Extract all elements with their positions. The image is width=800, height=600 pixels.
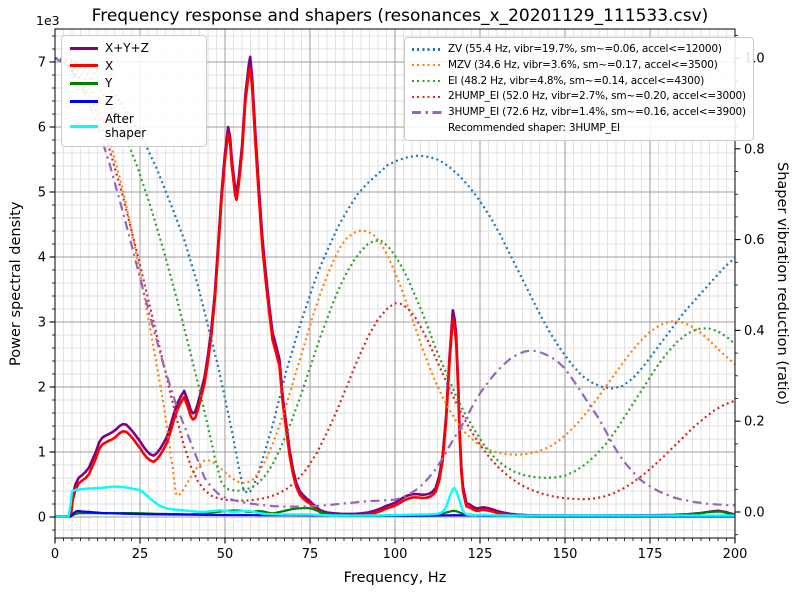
legend-line-sample [412,111,442,114]
shaper-legend: ZV (55.4 Hz, vibr=19.7%, sm~=0.06, accel… [404,37,754,141]
y-right-tick-label: 0.4 [744,324,765,339]
legend-item: Recommended shaper: 3HUMP_EI [412,122,746,135]
y-right-tick-label: 0.0 [744,506,765,521]
legend-label: X+Y+Z [105,41,149,55]
x-tick-label: 50 [217,547,234,562]
legend-item: X [70,59,198,74]
legend-item: EI (48.2 Hz, vibr=4.8%, sm~=0.14, accel<… [412,75,746,88]
legend-line-sample [70,124,98,128]
psd-legend: X+Y+Z X Y Z After shaper [61,35,207,147]
curve-2HUMP-EI [55,57,735,502]
x-tick-label: 175 [638,547,663,562]
y-right-tick-label: 0.8 [744,142,765,157]
y-left-tick-label: 7 [38,56,46,71]
y-left-tick-label: 2 [38,381,46,396]
curve-3HUMP-EI [55,57,735,508]
legend-item: 3HUMP_EI (72.6 Hz, vibr=1.4%, sm~=0.16, … [412,106,746,119]
x-tick-label: 200 [723,547,748,562]
legend-line-sample [70,46,98,50]
legend-line-sample [412,95,442,98]
y-left-tick-label: 3 [38,316,46,331]
legend-line-sample [70,64,98,68]
legend-label: MZV (34.6 Hz, vibr=3.6%, sm~=0.17, accel… [448,58,718,71]
y-axis-label-left: Power spectral density [8,201,24,366]
y-left-tick-label: 1 [38,446,46,461]
curve-After-shaper [55,485,735,518]
legend-line-sample [412,64,442,67]
legend-line-sample [70,82,98,86]
y-right-tick-label: 0.6 [744,233,765,248]
curve-EI [55,56,735,492]
legend-line-sample [412,79,442,83]
legend-label: Recommended shaper: 3HUMP_EI [448,121,620,134]
x-axis-label: Frequency, Hz [343,570,447,586]
legend-label: EI (48.2 Hz, vibr=4.8%, sm~=0.14, accel<… [448,74,705,87]
y-right-tick-label: 0.2 [744,415,765,430]
legend-item: After shaper [70,112,198,141]
legend-label: Y [105,76,113,91]
x-tick-label: 0 [51,547,59,562]
x-tick-label: 100 [383,547,408,562]
curves [55,55,735,518]
x-tick-label: 75 [302,547,319,562]
legend-item: MZV (34.6 Hz, vibr=3.6%, sm~=0.17, accel… [412,59,746,72]
curve-ZV [55,56,735,494]
legend-label: After shaper [105,111,147,141]
axis-ticks [49,34,741,544]
legend-item: Y [70,76,198,91]
y-left-tick-label: 0 [38,511,46,526]
legend-label: ZV (55.4 Hz, vibr=19.7%, sm~=0.06, accel… [448,43,722,55]
legend-line-sample [70,99,98,103]
chart-title: Frequency response and shapers (resonanc… [91,6,709,26]
legend-item: 2HUMP_EI (52.0 Hz, vibr=2.7%, sm~=0.20, … [412,90,746,103]
legend-label: 3HUMP_EI (72.6 Hz, vibr=1.4%, sm~=0.16, … [448,106,746,119]
legend-line-sample [412,48,442,51]
y-left-tick-label: 6 [38,121,46,136]
curve-X [55,67,735,518]
legend-item: Z [70,94,198,109]
x-tick-label: 125 [468,547,493,562]
legend-item: ZV (55.4 Hz, vibr=19.7%, sm~=0.06, accel… [412,43,746,56]
y-left-tick-label: 5 [38,186,46,201]
y-axis-label-right: Shaper vibration reduction (ratio) [774,161,790,406]
legend-item: X+Y+Z [70,41,198,56]
y-axis-offset-label: 1e3 [36,13,60,28]
legend-label: X [105,58,114,73]
legend-label: 2HUMP_EI (52.0 Hz, vibr=2.7%, sm~=0.20, … [448,90,746,103]
x-tick-label: 25 [132,547,149,562]
tick-labels: 0 25 50 75 100 125 150 175 200 0 1 2 3 4 5 6 7 0.0 0.2 0.4 0… [38,52,765,563]
legend-label: Z [105,93,114,108]
y-left-tick-label: 4 [38,251,46,266]
x-tick-label: 150 [553,547,578,562]
